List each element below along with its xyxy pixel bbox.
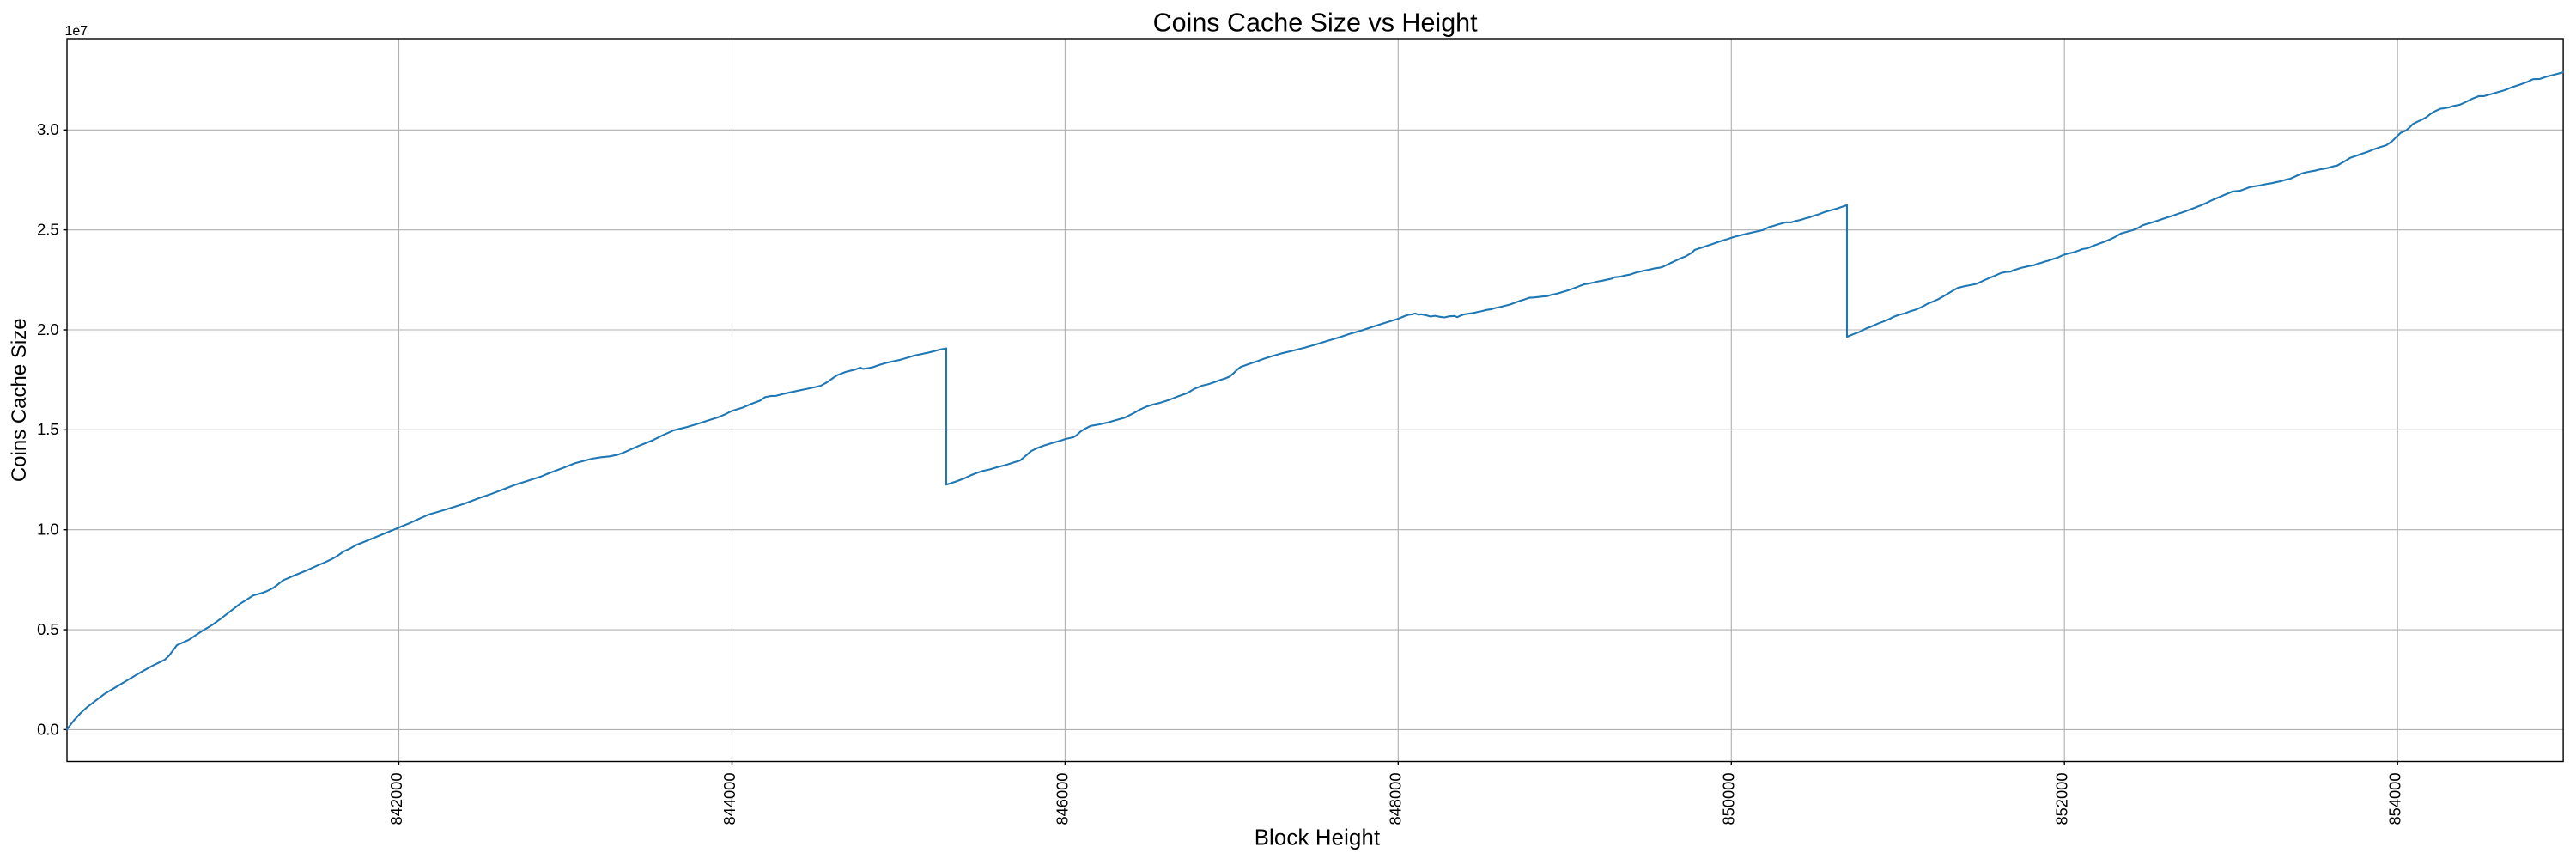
svg-text:1e7: 1e7 (65, 24, 88, 39)
svg-text:850000: 850000 (1720, 773, 1738, 825)
svg-text:Block Height: Block Height (1255, 826, 1381, 850)
svg-text:Coins Cache Size: Coins Cache Size (8, 318, 31, 482)
svg-text:844000: 844000 (720, 773, 738, 825)
svg-text:854000: 854000 (2386, 773, 2404, 825)
svg-text:846000: 846000 (1054, 773, 1072, 825)
svg-text:1.5: 1.5 (37, 420, 58, 438)
svg-text:1.0: 1.0 (37, 521, 58, 539)
svg-text:Coins Cache Size vs Height: Coins Cache Size vs Height (1153, 8, 1479, 37)
svg-text:2.5: 2.5 (37, 221, 58, 239)
svg-text:3.0: 3.0 (37, 120, 58, 138)
svg-text:0.0: 0.0 (37, 720, 58, 738)
svg-text:842000: 842000 (387, 773, 405, 825)
svg-text:848000: 848000 (1387, 773, 1405, 825)
svg-text:0.5: 0.5 (37, 620, 58, 638)
svg-text:2.0: 2.0 (37, 320, 58, 338)
svg-text:852000: 852000 (2053, 773, 2071, 825)
